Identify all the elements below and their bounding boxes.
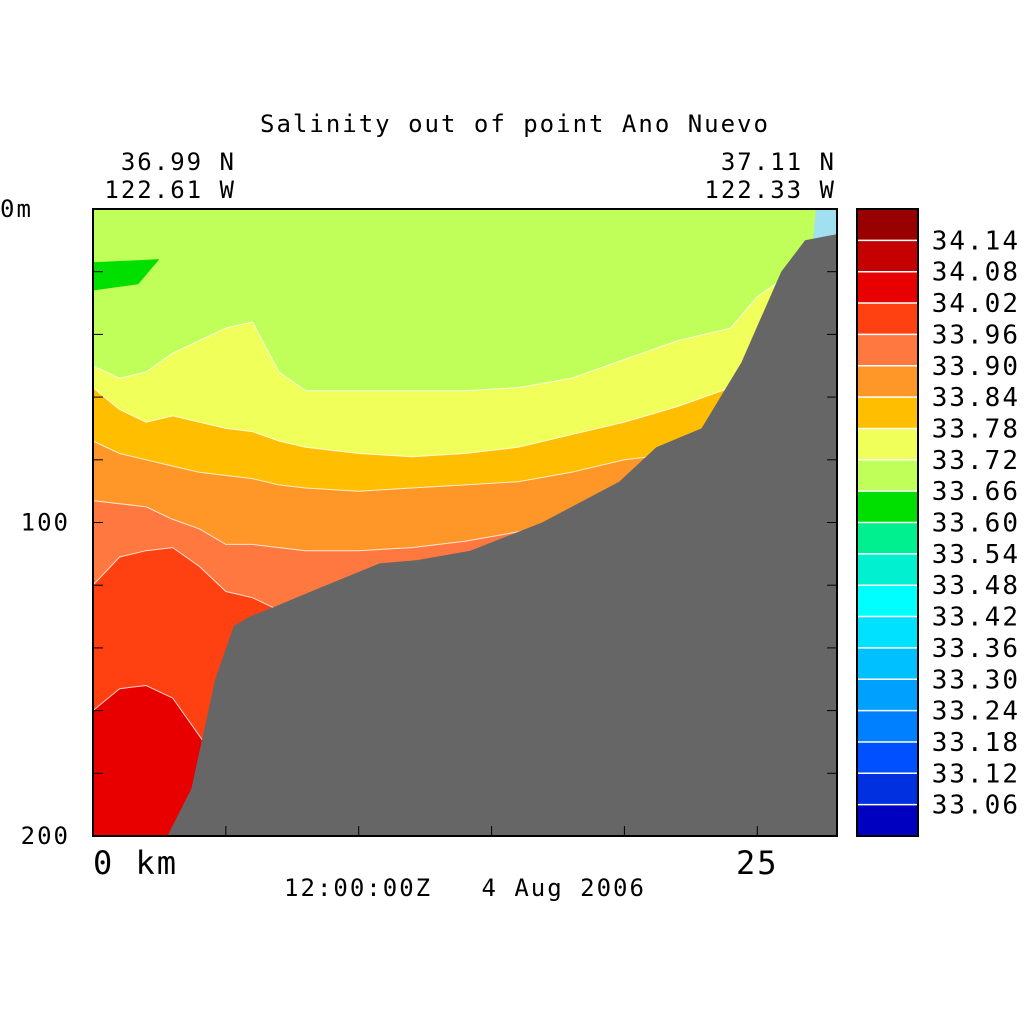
start-latitude: 36.99 N <box>121 148 236 176</box>
colorbar-swatch <box>857 397 918 429</box>
colorbar-swatch <box>857 804 918 837</box>
colorbar-label: 33.84 <box>932 383 1020 413</box>
y-tick-label: 200 <box>21 822 70 850</box>
colorbar-swatch <box>857 710 918 743</box>
colorbar-swatch <box>857 428 918 461</box>
colorbar-label: 34.02 <box>932 289 1020 319</box>
y-tick-label: 100 <box>21 509 70 537</box>
colorbar-swatch <box>857 459 918 492</box>
x-tick-label: 0 km <box>93 844 178 882</box>
chart-subtitle: 12:00:00Z 4 Aug 2006 <box>284 874 646 902</box>
colorbar-label: 34.08 <box>932 258 1020 288</box>
colorbar-swatch <box>857 741 918 774</box>
colorbar-label: 33.12 <box>932 759 1020 789</box>
colorbar-label: 33.30 <box>932 665 1020 695</box>
colorbar-label: 33.24 <box>932 697 1020 727</box>
colorbar-swatch <box>857 365 918 398</box>
colorbar-swatch <box>857 334 918 367</box>
end-latitude: 37.11 N <box>721 148 836 176</box>
colorbar-swatch <box>857 553 918 586</box>
x-tick-label: 25 <box>736 844 779 882</box>
colorbar-label: 33.90 <box>932 352 1020 382</box>
colorbar-swatch <box>857 585 918 618</box>
patch-33.66-east <box>579 234 683 272</box>
colorbar-swatch <box>857 679 918 712</box>
colorbar-swatch <box>857 303 918 335</box>
colorbar-swatch <box>857 522 918 555</box>
colorbar-label: 33.66 <box>932 477 1020 507</box>
colorbar-label: 33.42 <box>932 603 1020 633</box>
land-layer <box>167 234 837 837</box>
colorbar-label: 33.06 <box>932 791 1020 821</box>
band-34.08 <box>93 685 837 836</box>
colorbar-swatch <box>857 240 918 273</box>
colorbar-swatch <box>857 647 918 680</box>
colorbar-label: 33.48 <box>932 571 1020 601</box>
colorbar-frame <box>856 208 919 837</box>
end-longitude: 122.33 W <box>704 176 836 204</box>
patch-33.66-west <box>93 209 240 335</box>
colorbar-label: 33.60 <box>932 509 1020 539</box>
seafloor-land <box>167 234 837 837</box>
colorbar-label: 33.72 <box>932 446 1020 476</box>
isoline-33.78 <box>92 227 838 392</box>
axis-ticks <box>92 271 837 836</box>
patch-33.60-west <box>93 259 160 291</box>
colorbar-swatch <box>857 773 918 806</box>
colorbar-swatch <box>857 616 918 649</box>
colorbar-swatch <box>857 209 918 241</box>
colorbar-swatch <box>857 491 918 523</box>
chart-title: Salinity out of point Ano Nuevo <box>260 110 770 138</box>
y-tick-label: 0m <box>0 195 33 223</box>
colorbar-swatch <box>857 271 918 304</box>
colorbar-label: 33.96 <box>932 320 1020 350</box>
colorbar-label: 33.54 <box>932 540 1020 570</box>
start-longitude: 122.61 W <box>104 176 236 204</box>
colorbar-label: 34.14 <box>932 226 1020 256</box>
colorbar-label: 33.18 <box>932 728 1020 758</box>
colorbar-label: 33.78 <box>932 414 1020 444</box>
colorbar-label: 33.36 <box>932 634 1020 664</box>
axis-labels: 0m 100 200 0 km 25 <box>0 195 779 882</box>
colorbar: 34.1434.0834.0233.9633.9033.8433.7833.72… <box>856 208 1020 837</box>
patch-surface-east <box>813 209 837 244</box>
